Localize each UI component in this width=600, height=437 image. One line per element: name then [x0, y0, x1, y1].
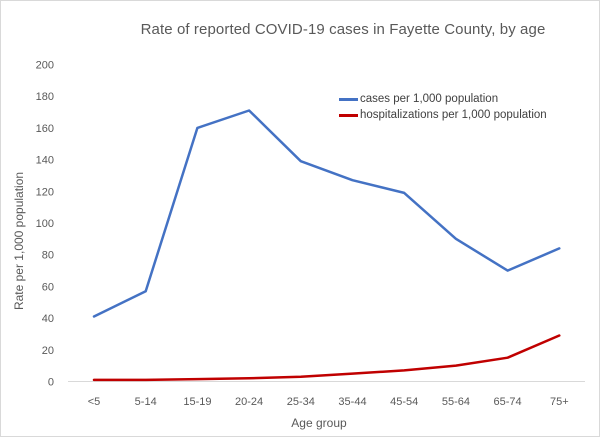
series-line-cases: [92, 109, 561, 318]
x-axis-tick-label: 15-19: [183, 396, 211, 408]
y-axis-tick-label: 140: [36, 155, 54, 167]
chart-title: Rate of reported COVID-19 cases in Fayet…: [140, 21, 546, 38]
legend-item-hospitalizations: hospitalizations per 1,000 population: [339, 107, 547, 123]
legend: cases per 1,000 population hospitalizati…: [339, 91, 547, 123]
x-axis-tick-label: 65-74: [494, 396, 522, 408]
x-axis-tick-label: 35-44: [338, 396, 366, 408]
legend-marker-cases-line: [339, 97, 358, 101]
y-tick-labels-group: 0 20 40 60 80 100 120 140 160 180 200: [36, 60, 54, 389]
y-axis-tick-label: 180: [36, 91, 54, 103]
legend-label-cases: cases per 1,000 population: [360, 93, 499, 105]
x-axis-tick-label: 20-24: [235, 396, 263, 408]
y-axis-title: Rate per 1,000 population: [12, 172, 26, 310]
x-axis-tick-label: 75+: [550, 396, 569, 408]
series-line-hospitalizations: [92, 334, 561, 382]
y-axis-tick-label: 0: [48, 377, 54, 389]
legend-label-hospitalizations: hospitalizations per 1,000 population: [360, 109, 547, 121]
y-axis-tick-label: 100: [36, 218, 54, 230]
y-axis-tick-label: 40: [42, 313, 54, 325]
y-axis-tick-label: 60: [42, 281, 54, 293]
series-lines-group: [92, 109, 561, 382]
y-axis-tick-label: 120: [36, 186, 54, 198]
y-axis-tick-label: 200: [36, 60, 54, 72]
legend-marker-hospitalizations-line: [339, 113, 358, 117]
x-axis-tick-label: 25-34: [287, 396, 315, 408]
x-axis-tick-label: <5: [88, 396, 101, 408]
legend-item-cases: cases per 1,000 population: [339, 91, 547, 107]
x-axis-title: Age group: [291, 416, 347, 430]
x-tick-labels-group: <5 5-14 15-19 20-24 25-34 35-44 45-54 55-64 65-7…: [88, 396, 569, 408]
x-axis-tick-label: 45-54: [390, 396, 418, 408]
y-axis-tick-label: 20: [42, 345, 54, 357]
x-axis-tick-label: 5-14: [135, 396, 157, 408]
y-axis-tick-label: 80: [42, 250, 54, 262]
y-axis-tick-label: 160: [36, 123, 54, 135]
x-axis-tick-label: 55-64: [442, 396, 470, 408]
